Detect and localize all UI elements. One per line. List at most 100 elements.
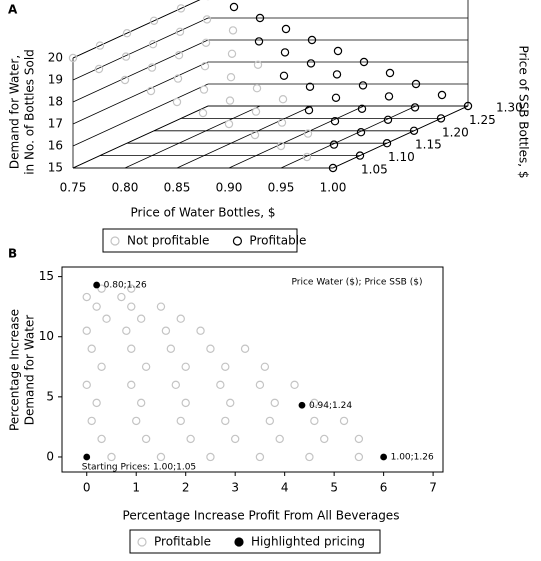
legend-label: Not profitable <box>127 234 209 248</box>
legend-label: Highlighted pricing <box>251 535 365 549</box>
grid-line <box>176 105 313 169</box>
x-tick-label: 0.95 <box>268 181 295 195</box>
point <box>356 127 366 137</box>
y-tick-label: 1.15 <box>415 138 442 152</box>
point <box>382 138 392 148</box>
z-axis-label: in No. of Bottles Sold <box>23 49 37 175</box>
grid-line <box>228 105 365 169</box>
point <box>82 292 91 302</box>
point <box>221 416 230 426</box>
point <box>254 37 264 46</box>
point <box>132 416 141 426</box>
point <box>310 416 319 426</box>
grid-line <box>72 39 209 103</box>
point <box>255 13 265 23</box>
x-axis-label: Price of Water Bottles, $ <box>131 206 276 220</box>
x-tick-label: 6 <box>380 481 388 495</box>
point <box>68 53 78 63</box>
point <box>354 452 364 462</box>
point <box>463 101 473 111</box>
point <box>305 452 314 462</box>
point <box>117 292 126 302</box>
point <box>339 416 349 426</box>
point <box>384 92 394 101</box>
point <box>94 64 104 74</box>
point <box>127 302 136 311</box>
x-tick-label: 2 <box>182 481 190 495</box>
point-label: 0.94;1.24 <box>309 401 352 411</box>
legend-box <box>102 228 298 253</box>
point <box>120 75 130 85</box>
y-axis-label: Demand for Water <box>23 315 37 426</box>
point <box>122 29 132 38</box>
point <box>176 4 186 13</box>
point <box>228 26 238 35</box>
point <box>252 83 262 93</box>
point <box>127 284 136 293</box>
point <box>358 81 368 90</box>
x-tick-label: 3 <box>231 481 239 495</box>
point <box>206 344 215 353</box>
point <box>331 93 341 103</box>
point <box>206 452 215 462</box>
point <box>82 380 91 390</box>
point <box>200 61 210 71</box>
point <box>161 326 171 335</box>
grid-line <box>72 83 209 147</box>
y-tick-label: 1.05 <box>361 163 388 177</box>
plot-frame <box>61 266 444 473</box>
point <box>176 314 185 323</box>
x-tick-label: 0.90 <box>216 181 243 195</box>
point <box>93 281 101 289</box>
grid-line <box>72 0 201 59</box>
point <box>302 152 312 162</box>
point <box>127 344 136 353</box>
point <box>290 380 299 390</box>
y-tick-label: 1.10 <box>388 150 415 164</box>
point <box>332 70 342 79</box>
point <box>359 57 369 67</box>
grid-line <box>72 61 209 125</box>
x-tick-label: 4 <box>281 481 289 495</box>
point <box>225 96 235 105</box>
point <box>136 314 146 323</box>
point <box>380 453 388 461</box>
point <box>265 416 275 426</box>
legend-marker <box>232 236 243 246</box>
point <box>310 398 319 408</box>
point <box>97 284 106 293</box>
point <box>92 302 101 311</box>
annotation: Price Water ($); Price SSB ($) <box>292 278 423 288</box>
panel-label: A <box>8 3 18 17</box>
point <box>357 104 367 114</box>
grid-line <box>332 105 469 169</box>
z-axis-label: Demand for Water, <box>8 55 22 169</box>
legend-marker <box>110 236 120 246</box>
grid-line <box>72 105 209 169</box>
point <box>221 362 230 371</box>
point <box>333 46 343 56</box>
point-label: Starting Prices: 1.00;1.05 <box>82 462 196 472</box>
point <box>156 302 166 311</box>
point <box>303 129 313 138</box>
point-label: 1.00;1.26 <box>391 452 434 462</box>
point <box>328 163 338 173</box>
point <box>149 16 159 25</box>
point <box>95 41 105 50</box>
y-axis-label: Price of SSB Bottles, $ <box>517 46 531 179</box>
x-tick-label: 0.80 <box>112 181 139 195</box>
point <box>255 452 265 462</box>
x-tick-label: 0.75 <box>60 181 87 195</box>
point <box>354 434 364 444</box>
point <box>148 40 158 49</box>
point <box>436 114 446 123</box>
point <box>383 115 393 125</box>
z-tick-label: 18 <box>48 95 63 109</box>
grid-line <box>124 105 261 169</box>
point <box>385 68 395 78</box>
point <box>171 380 181 390</box>
point <box>251 107 261 116</box>
y-axis-label: Percentage Increase <box>8 309 22 431</box>
point <box>186 434 195 444</box>
point <box>278 94 288 104</box>
